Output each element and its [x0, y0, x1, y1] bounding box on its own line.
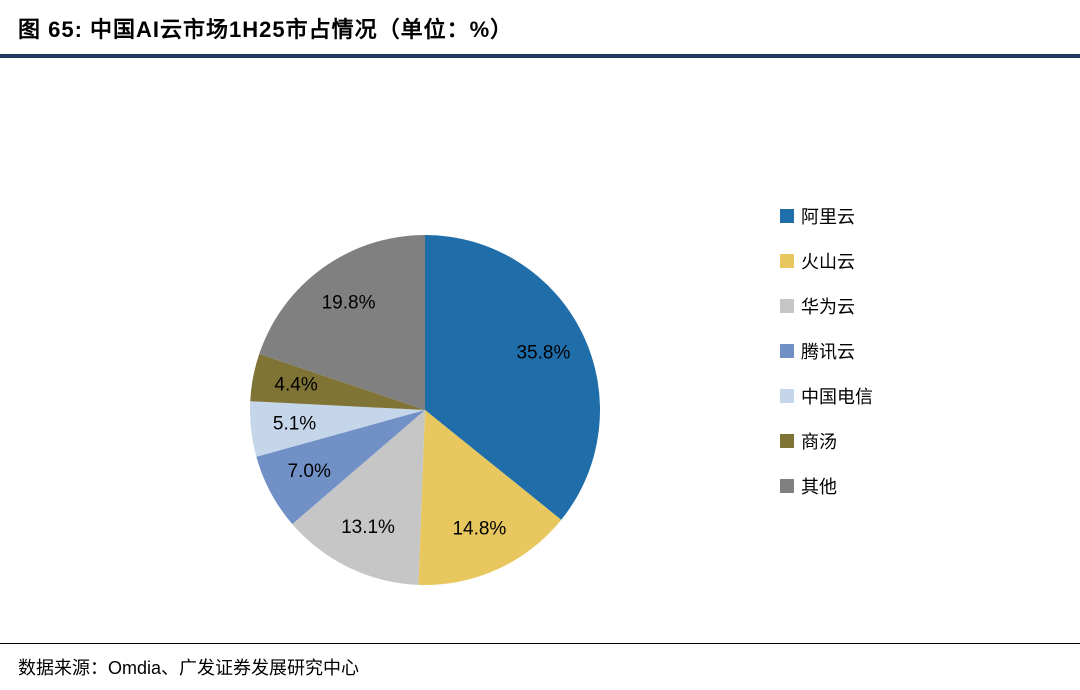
- pie-slice-2: [292, 410, 425, 585]
- legend-item: 阿里云: [780, 205, 873, 227]
- legend: 阿里云火山云华为云腾讯云中国电信商汤其他: [780, 205, 873, 520]
- legend-swatch: [780, 298, 794, 313]
- title-underline: [0, 54, 1080, 58]
- pie-slice-label: 7.0%: [288, 461, 331, 482]
- pie-slice-6: [259, 235, 425, 410]
- legend-item: 火山云: [780, 250, 873, 272]
- legend-label: 阿里云: [801, 206, 855, 227]
- pie-slice-1: [418, 410, 562, 586]
- legend-item: 华为云: [780, 295, 873, 317]
- legend-swatch: [780, 433, 794, 448]
- pie-slice-0: [425, 235, 601, 520]
- pie-slice-label: 5.1%: [273, 413, 316, 434]
- legend-item: 中国电信: [780, 385, 873, 407]
- legend-label: 其他: [801, 476, 837, 497]
- legend-item: 腾讯云: [780, 340, 873, 362]
- pie-svg: 35.8% 14.8% 13.1% 7.0% 5.1% 4.4% 19.8%: [249, 235, 601, 586]
- footer: 数据来源：Omdia、广发证券发展研究中心: [0, 643, 1080, 680]
- legend-swatch: [780, 343, 794, 358]
- footer-divider: [0, 643, 1080, 644]
- legend-label: 华为云: [801, 296, 855, 317]
- pie-chart: 35.8% 14.8% 13.1% 7.0% 5.1% 4.4% 19.8% 阿里云火山云华…: [0, 60, 1080, 635]
- pie-slice-4: [249, 401, 425, 457]
- page-title: 图 65: 中国AI云市场1H25市占情况（单位：%）: [18, 17, 514, 42]
- legend-label: 腾讯云: [801, 341, 855, 362]
- pie-slice-label: 4.4%: [274, 374, 317, 395]
- legend-label: 火山云: [801, 251, 855, 272]
- legend-label: 中国电信: [801, 386, 873, 407]
- chart-header: 图 65: 中国AI云市场1H25市占情况（单位：%）: [0, 0, 1080, 58]
- legend-swatch: [780, 478, 794, 493]
- legend-label: 商汤: [801, 431, 837, 452]
- pie-slice-label: 14.8%: [452, 518, 506, 539]
- legend-swatch: [780, 253, 794, 268]
- legend-item: 商汤: [780, 430, 873, 452]
- pie-slice-label: 13.1%: [341, 517, 395, 538]
- pie-slice-3: [256, 410, 425, 525]
- pie-plot: 35.8% 14.8% 13.1% 7.0% 5.1% 4.4% 19.8%: [215, 200, 635, 620]
- source-text: 数据来源：Omdia、广发证券发展研究中心: [18, 658, 360, 678]
- legend-swatch: [780, 208, 794, 223]
- pie-slice-label: 35.8%: [516, 342, 570, 363]
- pie-slice-5: [250, 353, 425, 410]
- legend-swatch: [780, 388, 794, 403]
- pie-slice-label: 19.8%: [322, 292, 376, 313]
- legend-item: 其他: [780, 475, 873, 497]
